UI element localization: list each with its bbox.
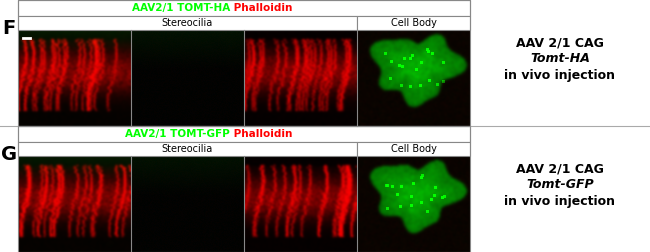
Text: Phalloidin: Phalloidin — [230, 3, 292, 13]
Bar — [18, 142, 357, 156]
Text: G: G — [1, 145, 17, 164]
Text: in vivo injection: in vivo injection — [504, 70, 616, 82]
Bar — [18, 126, 470, 252]
Text: Cell Body: Cell Body — [391, 18, 436, 28]
Bar — [0, 126, 650, 252]
Text: Phalloidin: Phalloidin — [230, 129, 292, 139]
Bar — [18, 0, 470, 126]
Text: AAV2/1 TOMT-GFP: AAV2/1 TOMT-GFP — [125, 129, 230, 139]
Text: AAV2/1 TOMT-HA: AAV2/1 TOMT-HA — [132, 3, 230, 13]
Text: AAV 2/1 CAG: AAV 2/1 CAG — [516, 163, 604, 175]
Text: Stereocilia: Stereocilia — [162, 18, 213, 28]
Text: F: F — [3, 19, 16, 38]
Bar — [18, 16, 357, 30]
Text: Stereocilia: Stereocilia — [162, 144, 213, 154]
Text: Tomt-HA: Tomt-HA — [530, 52, 590, 66]
Bar — [18, 0, 470, 16]
Text: Cell Body: Cell Body — [391, 144, 436, 154]
Bar — [0, 0, 650, 126]
Bar — [357, 16, 470, 30]
Bar — [18, 126, 470, 142]
Text: Tomt-GFP: Tomt-GFP — [526, 178, 594, 192]
Text: AAV 2/1 CAG: AAV 2/1 CAG — [516, 37, 604, 49]
Text: in vivo injection: in vivo injection — [504, 196, 616, 208]
Bar — [357, 142, 470, 156]
